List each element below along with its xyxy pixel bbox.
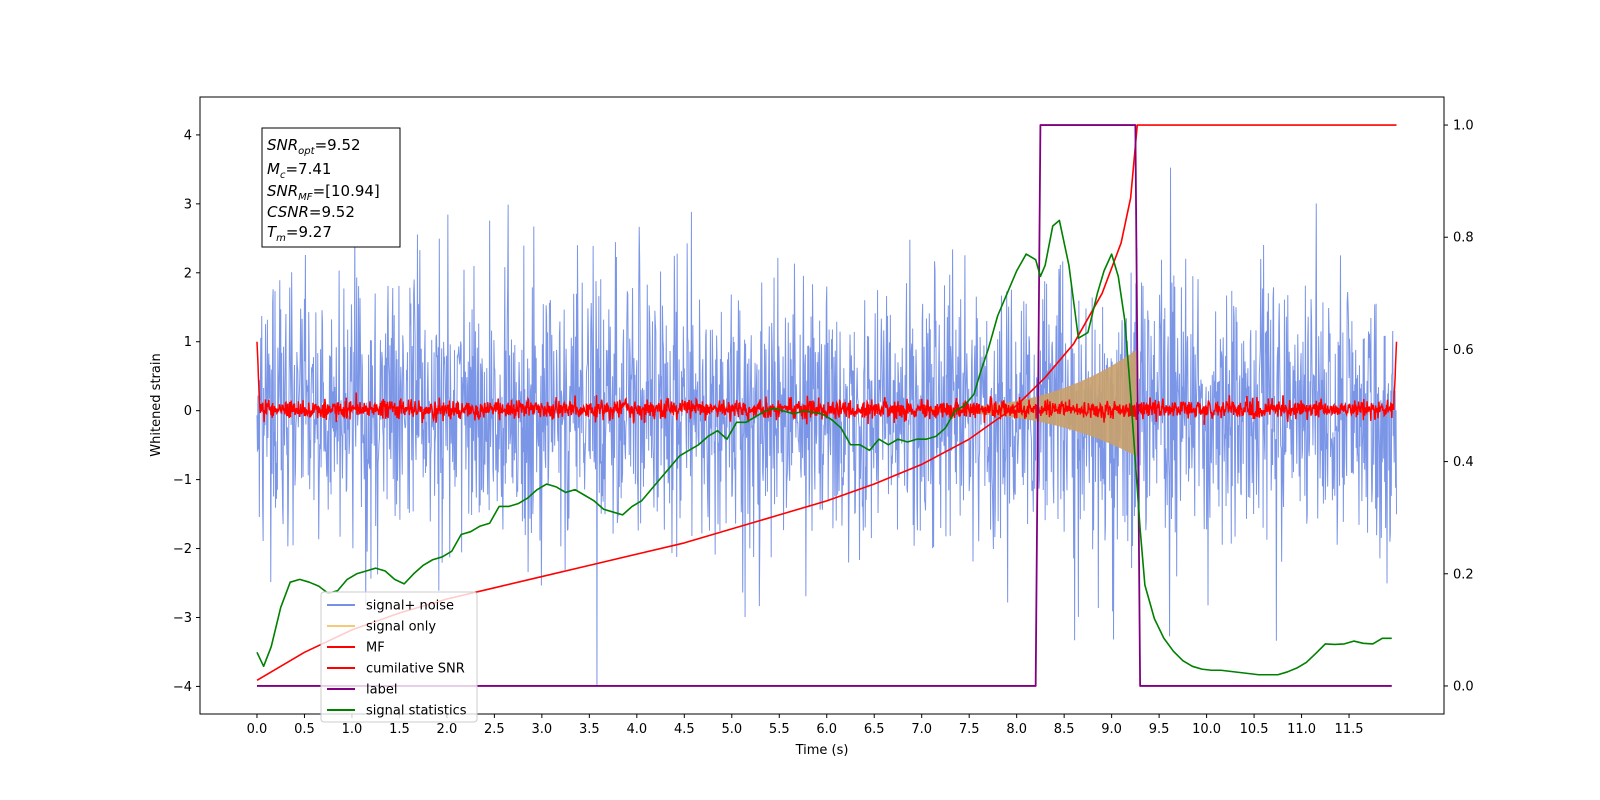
- annotation-frame: [261, 127, 401, 248]
- y-tick-label-right: 0.8: [1453, 231, 1474, 246]
- legend-label: signal statistics: [366, 704, 467, 719]
- y-tick-label-left: 1: [184, 335, 192, 350]
- y-tick-label-left: −1: [173, 473, 192, 488]
- y-tick-label-right: 0.4: [1453, 455, 1474, 470]
- legend-label: MF: [366, 641, 385, 656]
- legend-label: signal only: [366, 620, 436, 635]
- annotation-csnr: CSNR=9.52: [267, 203, 355, 221]
- legend-label: signal+ noise: [366, 599, 454, 614]
- legend: signal+ noise signal only MF cumilative SNR…: [320, 591, 478, 723]
- axes: 0.0 0.5 1.0 1.5 2.0 2.5 3.0 3.5 4.0 4.5 5.0 5.5 6.0 6…: [173, 96, 1474, 737]
- legend-label: cumilative SNR: [366, 662, 465, 677]
- x-tick-label: 8.0: [1006, 722, 1027, 737]
- x-tick-label: 11.0: [1287, 722, 1316, 737]
- x-tick-label: 0.0: [247, 722, 268, 737]
- x-tick-label: 11.5: [1335, 722, 1364, 737]
- y-tick-label-right: 0.2: [1453, 567, 1474, 582]
- y-tick-label-left: 2: [184, 266, 192, 281]
- x-tick-label: 8.5: [1054, 722, 1075, 737]
- x-tick-label: 10.5: [1240, 722, 1269, 737]
- legend-label: label: [366, 683, 397, 698]
- x-tick-label: 0.5: [294, 722, 315, 737]
- x-tick-label: 4.5: [674, 722, 695, 737]
- plot-frame: [199, 96, 1445, 715]
- x-tick-label: 3.0: [532, 722, 553, 737]
- annotation-mc: Mc=7.41: [267, 160, 331, 181]
- x-tick-label: 3.5: [579, 722, 600, 737]
- y-tick-label-right: 0.0: [1453, 679, 1474, 694]
- y-tick-label-left: 4: [184, 128, 192, 143]
- series-mf: [256, 341, 1398, 425]
- y-tick-label-left: −4: [173, 680, 192, 695]
- x-tick-label: 5.0: [721, 722, 742, 737]
- y-tick-label-right: 1.0: [1453, 119, 1474, 134]
- series-signal-statistics: [256, 219, 1392, 676]
- x-tick-label: 7.0: [911, 722, 932, 737]
- annotation-box: SNRopt=9.52 Mc=7.41 SNRMF=[10.94] CSNR=9…: [261, 127, 401, 248]
- annotation-tm: Tm=9.27: [267, 223, 332, 244]
- x-tick-label: 2.0: [437, 722, 458, 737]
- annotation-snr-mf: SNRMF=[10.94]: [267, 182, 380, 203]
- x-tick-label: 9.0: [1101, 722, 1122, 737]
- y-tick-label-left: 3: [184, 197, 192, 212]
- x-tick-label: 1.5: [389, 722, 410, 737]
- x-tick-label: 4.0: [626, 722, 647, 737]
- x-tick-label: 5.5: [769, 722, 790, 737]
- x-tick-label: 10.0: [1192, 722, 1221, 737]
- y-tick-label-left: −2: [173, 542, 192, 557]
- x-tick-label: 1.0: [342, 722, 363, 737]
- series-signal-noise: [256, 167, 1398, 685]
- y-tick-label-left: −3: [173, 611, 192, 626]
- x-tick-label: 7.5: [959, 722, 980, 737]
- y-axis-label-left: Whitened strain: [149, 353, 164, 456]
- y-tick-label-left: 0: [184, 404, 192, 419]
- x-tick-label: 9.5: [1149, 722, 1170, 737]
- series-label: [256, 124, 1392, 687]
- legend-frame: [320, 591, 478, 723]
- y-tick-label-right: 0.6: [1453, 343, 1474, 358]
- x-tick-label: 6.0: [816, 722, 837, 737]
- x-axis-label: Time (s): [795, 743, 849, 758]
- annotation-snr-opt: SNRopt=9.52: [267, 136, 361, 157]
- x-tick-label: 6.5: [864, 722, 885, 737]
- x-tick-label: 2.5: [484, 722, 505, 737]
